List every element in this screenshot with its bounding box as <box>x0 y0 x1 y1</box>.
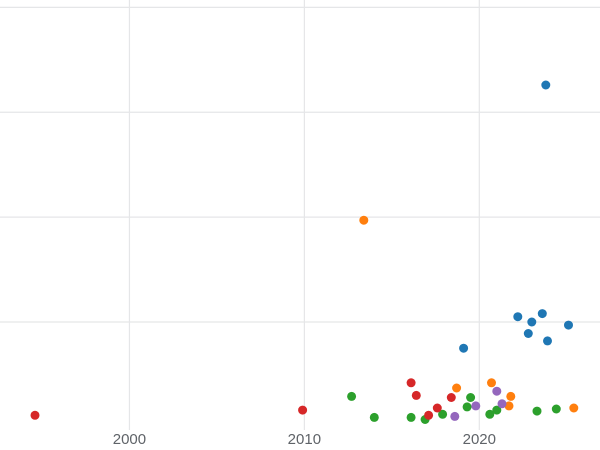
data-point-green <box>369 412 379 422</box>
data-point-green <box>438 409 448 419</box>
data-point-blue <box>564 320 573 330</box>
data-point-green <box>347 391 357 401</box>
data-point-blue <box>523 329 533 338</box>
data-point-orange <box>569 403 579 413</box>
data-point-orange <box>359 215 369 225</box>
data-point-orange <box>452 383 462 393</box>
data-point-blue <box>459 343 469 353</box>
data-point-purple <box>471 401 481 411</box>
data-point-green <box>551 404 561 414</box>
data-point-red <box>298 405 308 415</box>
data-point-red <box>406 378 416 388</box>
data-point-red <box>30 410 40 420</box>
data-point-green <box>532 406 542 416</box>
data-point-green <box>466 393 476 402</box>
data-point-purple <box>450 411 460 421</box>
data-point-purple <box>497 399 507 409</box>
data-point-blue <box>513 312 523 322</box>
data-point-green <box>492 405 502 415</box>
data-point-green <box>462 402 472 412</box>
x-axis-tick-label: 2020 <box>463 431 496 448</box>
data-point-red <box>424 410 434 420</box>
data-point-red <box>432 403 442 413</box>
data-point-orange <box>487 378 496 388</box>
data-point-green <box>406 412 416 422</box>
data-point-green <box>485 409 495 419</box>
x-axis-tick-label: 2000 <box>113 431 146 448</box>
data-point-red <box>411 390 421 400</box>
data-point-purple <box>492 386 502 396</box>
data-point-blue <box>537 309 547 319</box>
data-point-orange <box>506 391 516 401</box>
data-point-orange <box>504 401 514 411</box>
data-point-blue <box>527 317 537 327</box>
data-point-blue <box>543 336 552 346</box>
data-point-red <box>446 393 456 402</box>
x-axis-tick-label: 2010 <box>288 431 321 448</box>
data-point-blue <box>541 80 551 90</box>
